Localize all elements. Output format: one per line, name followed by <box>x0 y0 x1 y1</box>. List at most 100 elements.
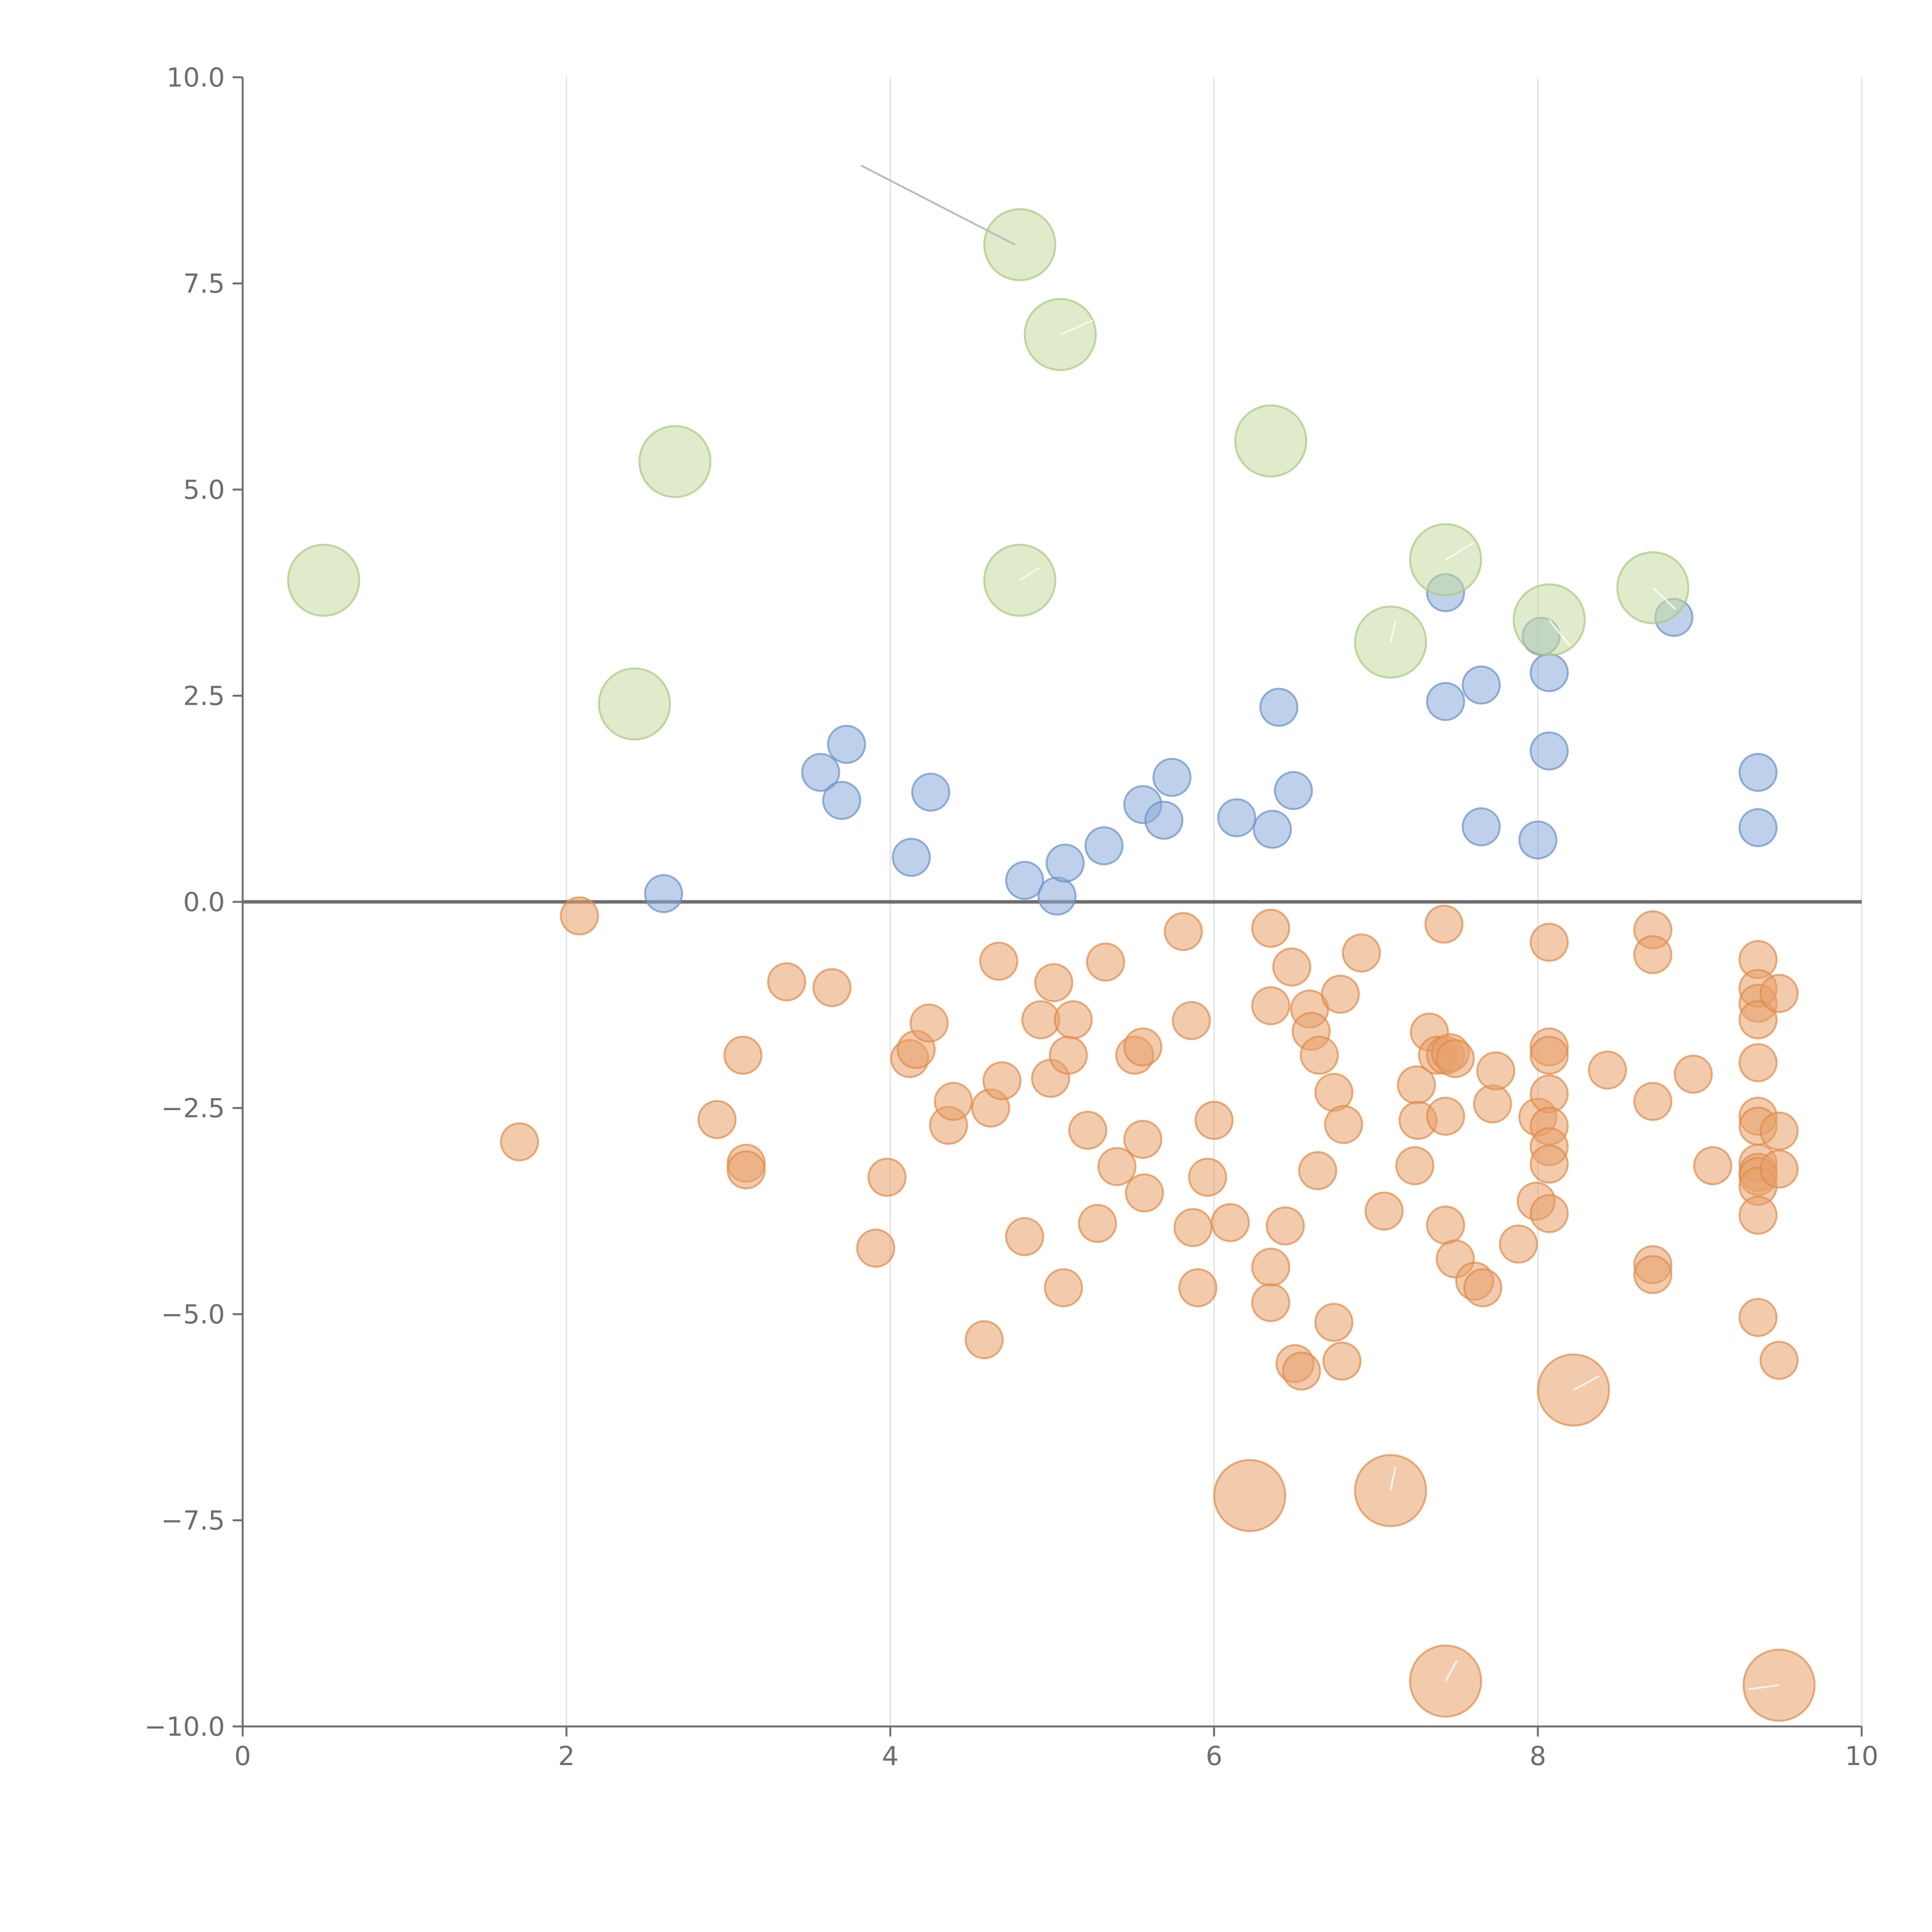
data-point <box>1738 1298 1778 1337</box>
data-point <box>1086 942 1125 982</box>
data-point <box>1194 1101 1234 1140</box>
data-point <box>1046 844 1085 883</box>
data-point <box>1424 905 1464 944</box>
data-point <box>1172 1001 1211 1040</box>
data-point <box>1211 1203 1250 1242</box>
data-point <box>979 942 1019 981</box>
data-point <box>1759 1341 1799 1380</box>
data-points-layer <box>287 208 1816 1722</box>
data-point <box>1299 1036 1339 1075</box>
data-point <box>856 1228 895 1268</box>
data-point <box>644 874 683 913</box>
data-point <box>697 1100 737 1139</box>
data-point <box>1738 1000 1778 1039</box>
data-point <box>1274 771 1313 810</box>
data-point <box>1529 1145 1569 1184</box>
data-point <box>1738 753 1778 792</box>
data-point <box>1322 1342 1362 1381</box>
data-point <box>801 753 840 792</box>
data-point <box>1738 808 1778 847</box>
data-point <box>934 1082 973 1121</box>
data-point <box>822 781 861 820</box>
data-point <box>1529 653 1569 692</box>
y-tick-label: 0.0 <box>183 887 225 918</box>
data-point <box>1259 687 1299 727</box>
data-point <box>1321 975 1360 1014</box>
data-point <box>1473 1084 1512 1124</box>
data-point <box>1395 1146 1435 1185</box>
data-point <box>1759 1149 1799 1189</box>
data-point <box>1005 1217 1044 1256</box>
data-point <box>1123 1120 1163 1159</box>
data-point <box>964 1320 1004 1359</box>
data-point <box>1529 1036 1569 1075</box>
data-point <box>910 1003 949 1043</box>
data-point <box>1461 807 1501 847</box>
marker-highlight <box>1548 619 1571 647</box>
data-point <box>1272 947 1311 987</box>
y-tick-label: −2.5 <box>161 1094 225 1124</box>
data-point <box>1499 1225 1538 1264</box>
data-point <box>767 962 806 1002</box>
series-orange <box>500 896 1799 1391</box>
marker-highlight <box>1445 542 1474 561</box>
data-point <box>982 1061 1022 1100</box>
data-point <box>1123 1027 1163 1067</box>
data-point <box>1759 1111 1799 1151</box>
y-tick-label: 10.0 <box>167 63 225 93</box>
data-point <box>891 838 931 877</box>
data-point <box>1178 1268 1218 1308</box>
data-point <box>1518 820 1558 860</box>
data-point <box>1693 1146 1733 1185</box>
y-tick-label: −7.5 <box>161 1506 225 1536</box>
data-point <box>1738 1043 1778 1082</box>
data-point <box>1037 876 1077 916</box>
marker-highlight <box>1019 567 1040 581</box>
data-point <box>1588 1050 1627 1090</box>
series-blue <box>644 573 1778 916</box>
data-point <box>598 667 671 741</box>
data-point <box>1152 758 1192 797</box>
data-point <box>560 896 599 935</box>
data-point <box>1078 1204 1117 1243</box>
data-point <box>1144 801 1184 840</box>
data-point <box>1049 1036 1088 1075</box>
data-point <box>1476 1051 1515 1090</box>
marker-highlight <box>1748 1684 1779 1690</box>
marker-highlight <box>1445 1660 1458 1682</box>
data-point <box>1251 986 1291 1026</box>
data-point <box>827 724 866 764</box>
marker-highlight <box>1060 320 1093 335</box>
data-point <box>1251 1283 1291 1322</box>
data-point <box>1463 1268 1503 1308</box>
data-point <box>1253 810 1292 849</box>
data-point <box>1282 1351 1321 1391</box>
data-point <box>1673 1054 1713 1094</box>
x-tick-label: 4 <box>882 1741 898 1772</box>
marker-highlight <box>1573 1375 1600 1391</box>
marker-highlight <box>1389 621 1396 643</box>
axes-layer: 0 2 4 6 8 10 10.0 7.5 5.0 2.5 0.0 −2.5 −5.0 −7.5 −10.0 <box>145 63 1879 1772</box>
x-tick-label: 8 <box>1529 1741 1546 1772</box>
data-point <box>1738 1196 1778 1235</box>
data-point <box>1234 404 1308 478</box>
marker-highlight <box>1652 587 1676 610</box>
data-point <box>1426 1097 1465 1136</box>
y-tick-label: 7.5 <box>183 269 225 299</box>
data-point <box>638 425 712 498</box>
y-tick-label: 5.0 <box>183 475 225 505</box>
data-point <box>1426 1206 1465 1245</box>
data-point <box>1537 1353 1610 1427</box>
data-point <box>1529 923 1569 962</box>
data-point <box>1324 1105 1363 1144</box>
data-point <box>812 968 852 1007</box>
y-tick-label: 2.5 <box>183 681 225 712</box>
data-point <box>911 772 951 812</box>
data-point <box>1342 933 1381 973</box>
annotation-layer <box>861 165 1779 1690</box>
data-point <box>1217 798 1257 837</box>
y-tick-label: −10.0 <box>145 1712 225 1742</box>
marker-highlight <box>1389 1466 1396 1491</box>
data-point <box>1435 1039 1475 1078</box>
